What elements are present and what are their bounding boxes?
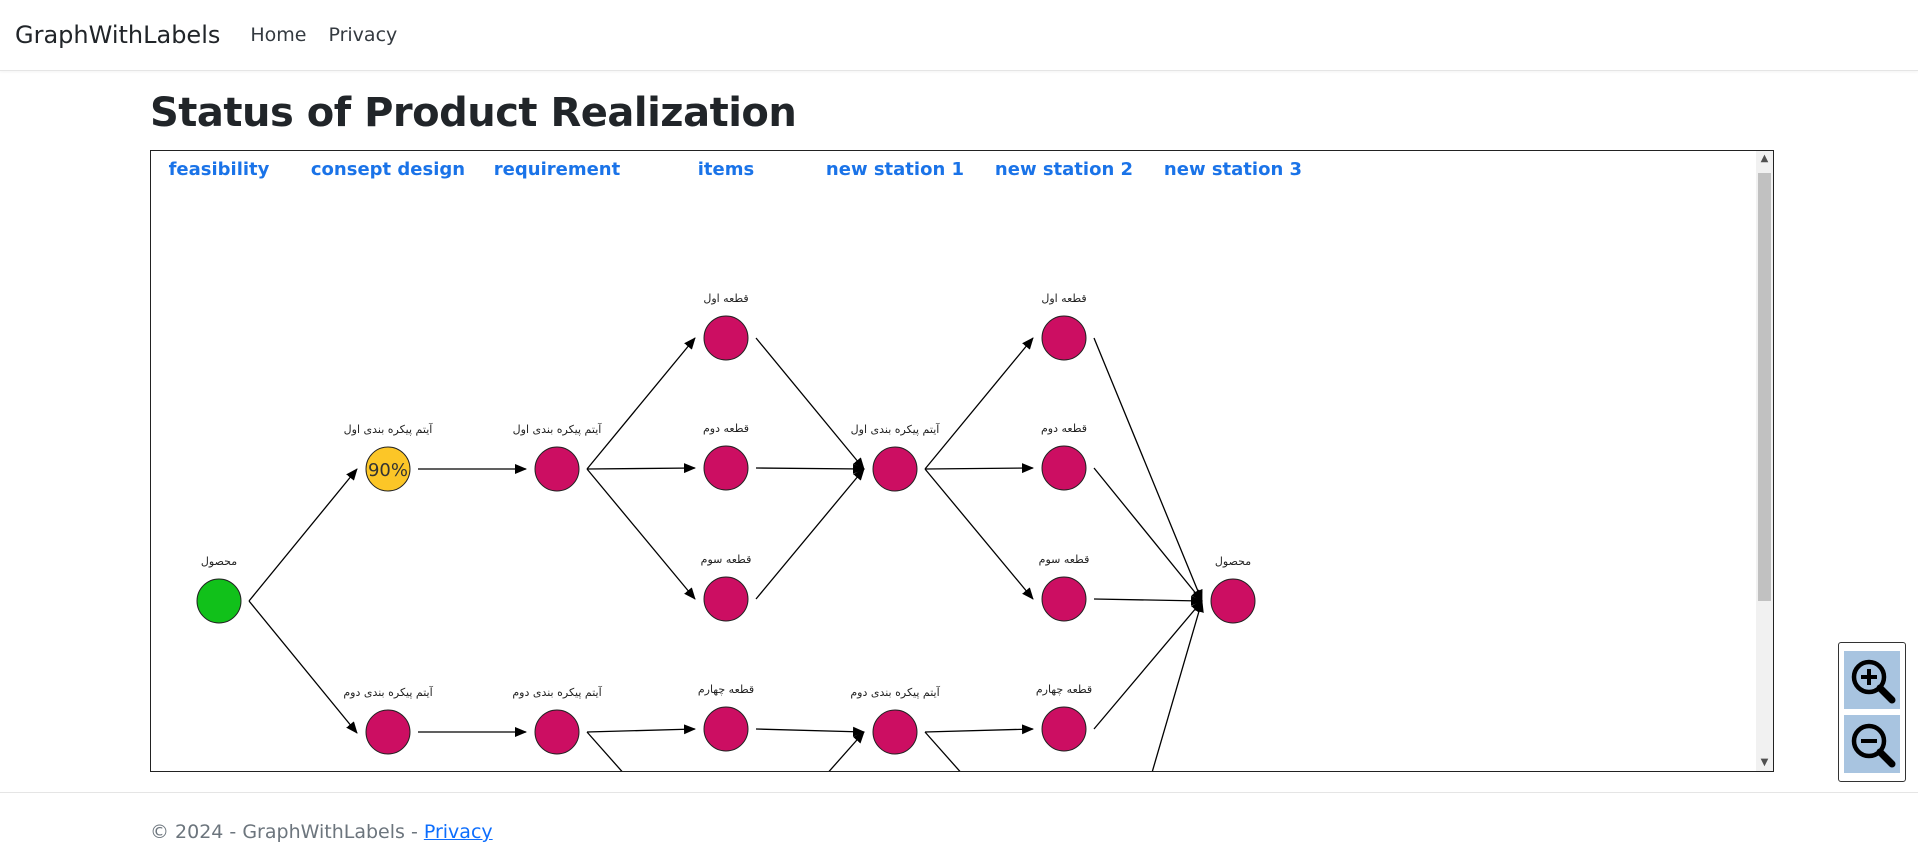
edge [586, 724, 696, 735]
zoom-controls [1838, 642, 1906, 782]
edge [586, 468, 696, 600]
node-config2-concept[interactable] [365, 709, 411, 755]
zoom-out-icon [1851, 723, 1896, 768]
edge [924, 731, 961, 771]
navbar: GraphWithLabels Home Privacy [0, 0, 1918, 71]
node-label: قطعه سوم [701, 553, 752, 566]
node-config2-station1[interactable] [872, 709, 918, 755]
node-label: آیتم پیکره بندی اول [344, 422, 434, 436]
edge [1151, 600, 1204, 771]
column-header-feasibility: feasibility [169, 159, 270, 180]
node-label: قطعه دوم [1041, 422, 1087, 435]
edge [755, 726, 865, 737]
graph-canvas[interactable]: feasibility consept design requirement i… [151, 151, 1756, 772]
edge [755, 463, 865, 474]
edge [924, 468, 1034, 600]
edge [1093, 600, 1203, 730]
page-title: Status of Product Realization [150, 90, 797, 136]
node-part4-items[interactable] [703, 706, 749, 752]
edge [924, 463, 1034, 474]
node-label: آیتم پیکره بندی دوم [343, 685, 433, 699]
column-header-new-station-3: new station 3 [1164, 159, 1302, 180]
node-label: آیتم پیکره بندی دوم [850, 685, 940, 699]
footer-text: © 2024 - GraphWithLabels - Privacy [150, 821, 493, 843]
node-product-complete[interactable] [196, 578, 242, 624]
scroll-thumb[interactable] [1758, 173, 1771, 601]
graph-container[interactable]: feasibility consept design requirement i… [150, 150, 1774, 772]
edge [248, 600, 358, 734]
edge [828, 731, 865, 771]
node-label: قطعه اول [703, 292, 748, 305]
node-label: قطعه اول [1041, 292, 1086, 305]
node-part4-station2[interactable] [1041, 706, 1087, 752]
node-config1-station1[interactable] [872, 446, 918, 492]
column-header-new-station-1: new station 1 [826, 159, 964, 180]
node-part3-items[interactable] [703, 576, 749, 622]
node-label: محصول [1215, 555, 1251, 568]
edge [1093, 337, 1203, 602]
edge [1093, 595, 1203, 606]
column-header-new-station-2: new station 2 [995, 159, 1133, 180]
node-label: قطعه چهارم [1036, 683, 1092, 696]
node-label: قطعه دوم [703, 422, 749, 435]
column-header-items: items [698, 159, 754, 180]
footer-privacy-link[interactable]: Privacy [423, 821, 493, 843]
node-product-station3[interactable] [1210, 578, 1256, 624]
node-label: آیتم پیکره بندی اول [851, 422, 941, 436]
edge [248, 468, 358, 602]
edge [586, 463, 696, 474]
edge [755, 468, 865, 600]
graph-edges [248, 337, 1204, 771]
vertical-scrollbar[interactable]: ▲ ▼ [1756, 151, 1773, 771]
node-part2-items[interactable] [703, 445, 749, 491]
edge [586, 337, 696, 470]
node-config2-requirement[interactable] [534, 709, 580, 755]
node-part1-items[interactable] [703, 315, 749, 361]
node-config1-in-progress[interactable] [365, 446, 411, 492]
zoom-in-icon [1851, 659, 1896, 704]
footer: © 2024 - GraphWithLabels - Privacy [0, 792, 1918, 863]
edge [924, 724, 1034, 735]
edge [1093, 467, 1203, 602]
column-header-concept-design: consept design [311, 159, 465, 180]
node-label: قطعه سوم [1039, 553, 1090, 566]
column-header-requirement: requirement [494, 159, 621, 180]
node-label: محصول [201, 555, 237, 568]
node-config1-requirement[interactable] [534, 446, 580, 492]
copyright-text: © 2024 - GraphWithLabels - [150, 821, 424, 843]
brand-link[interactable]: GraphWithLabels [15, 21, 221, 49]
edge [755, 337, 865, 470]
zoom-out-button[interactable] [1844, 715, 1900, 773]
zoom-in-button[interactable] [1844, 651, 1900, 709]
nav-home[interactable]: Home [250, 24, 307, 46]
node-part2-station2[interactable] [1041, 445, 1087, 491]
progress-label: 90% [368, 460, 408, 481]
node-part1-station2[interactable] [1041, 315, 1087, 361]
node-label: آیتم پیکره بندی اول [513, 422, 603, 436]
edge [586, 731, 623, 771]
node-part3-station2[interactable] [1041, 576, 1087, 622]
node-label: قطعه چهارم [698, 683, 754, 696]
node-label: آیتم پیکره بندی دوم [512, 685, 602, 699]
scroll-up-icon[interactable]: ▲ [1760, 153, 1769, 164]
nav-privacy[interactable]: Privacy [328, 24, 398, 46]
edge [924, 337, 1034, 470]
scroll-down-icon[interactable]: ▼ [1760, 757, 1769, 768]
